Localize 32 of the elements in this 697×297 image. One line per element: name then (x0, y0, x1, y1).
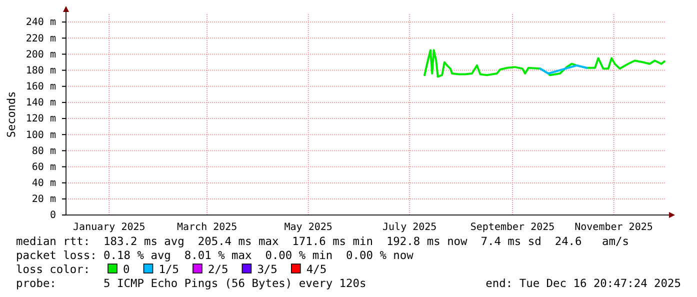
y-tick-label: 120 m (26, 114, 56, 125)
x-tick-label: September 2025 (470, 222, 555, 234)
x-tick-label: May 2025 (284, 222, 332, 234)
x-tick-label: July 2025 (382, 222, 437, 234)
x-tick-label: November 2025 (574, 222, 653, 234)
y-tick-label: 0 (50, 210, 56, 222)
y-tick-label: 200 m (26, 49, 56, 60)
y-tick-label: 100 m (26, 130, 56, 141)
y-tick-label: 20 m (32, 194, 56, 206)
x-tick-label: January 2025 (73, 222, 146, 234)
legend-title: loss color: (16, 263, 90, 276)
text: packet loss: 0.18 % avg 8.01 % max 0.00 % min 0.00 % now (16, 249, 414, 262)
text: end: Tue Dec 16 20:47:24 2025 (486, 277, 681, 290)
text: probe: 5 ICMP Echo Pings (56 Bytes) every 120s (16, 277, 366, 290)
y-tick-label: 140 m (26, 98, 56, 109)
y-axis-title: Seconds (5, 91, 18, 138)
x-tick-label: March 2025 (176, 222, 238, 234)
y-tick-label: 160 m (26, 82, 56, 93)
y-tick-label: 80 m (32, 146, 56, 157)
legend-label: 2/5 (208, 263, 228, 276)
y-tick-label: 180 m (26, 65, 56, 76)
y-tick-label: 240 m (26, 17, 56, 28)
y-tick-label: 220 m (26, 33, 56, 44)
line-series (539, 64, 588, 74)
legend-label: 4/5 (306, 263, 327, 276)
line-series (424, 49, 666, 78)
legend-label: 3/5 (257, 263, 278, 276)
y-tick-label: 60 m (32, 162, 56, 173)
legend-label: 0 (123, 263, 130, 276)
text: median rtt: 183.2 ms avg 205.4 ms max 171.6 ms min 192.8 ms now 7.4 ms sd 24.6 am/s (16, 235, 629, 248)
y-tick-label: 40 m (32, 178, 56, 190)
legend-label: 1/5 (158, 263, 179, 276)
